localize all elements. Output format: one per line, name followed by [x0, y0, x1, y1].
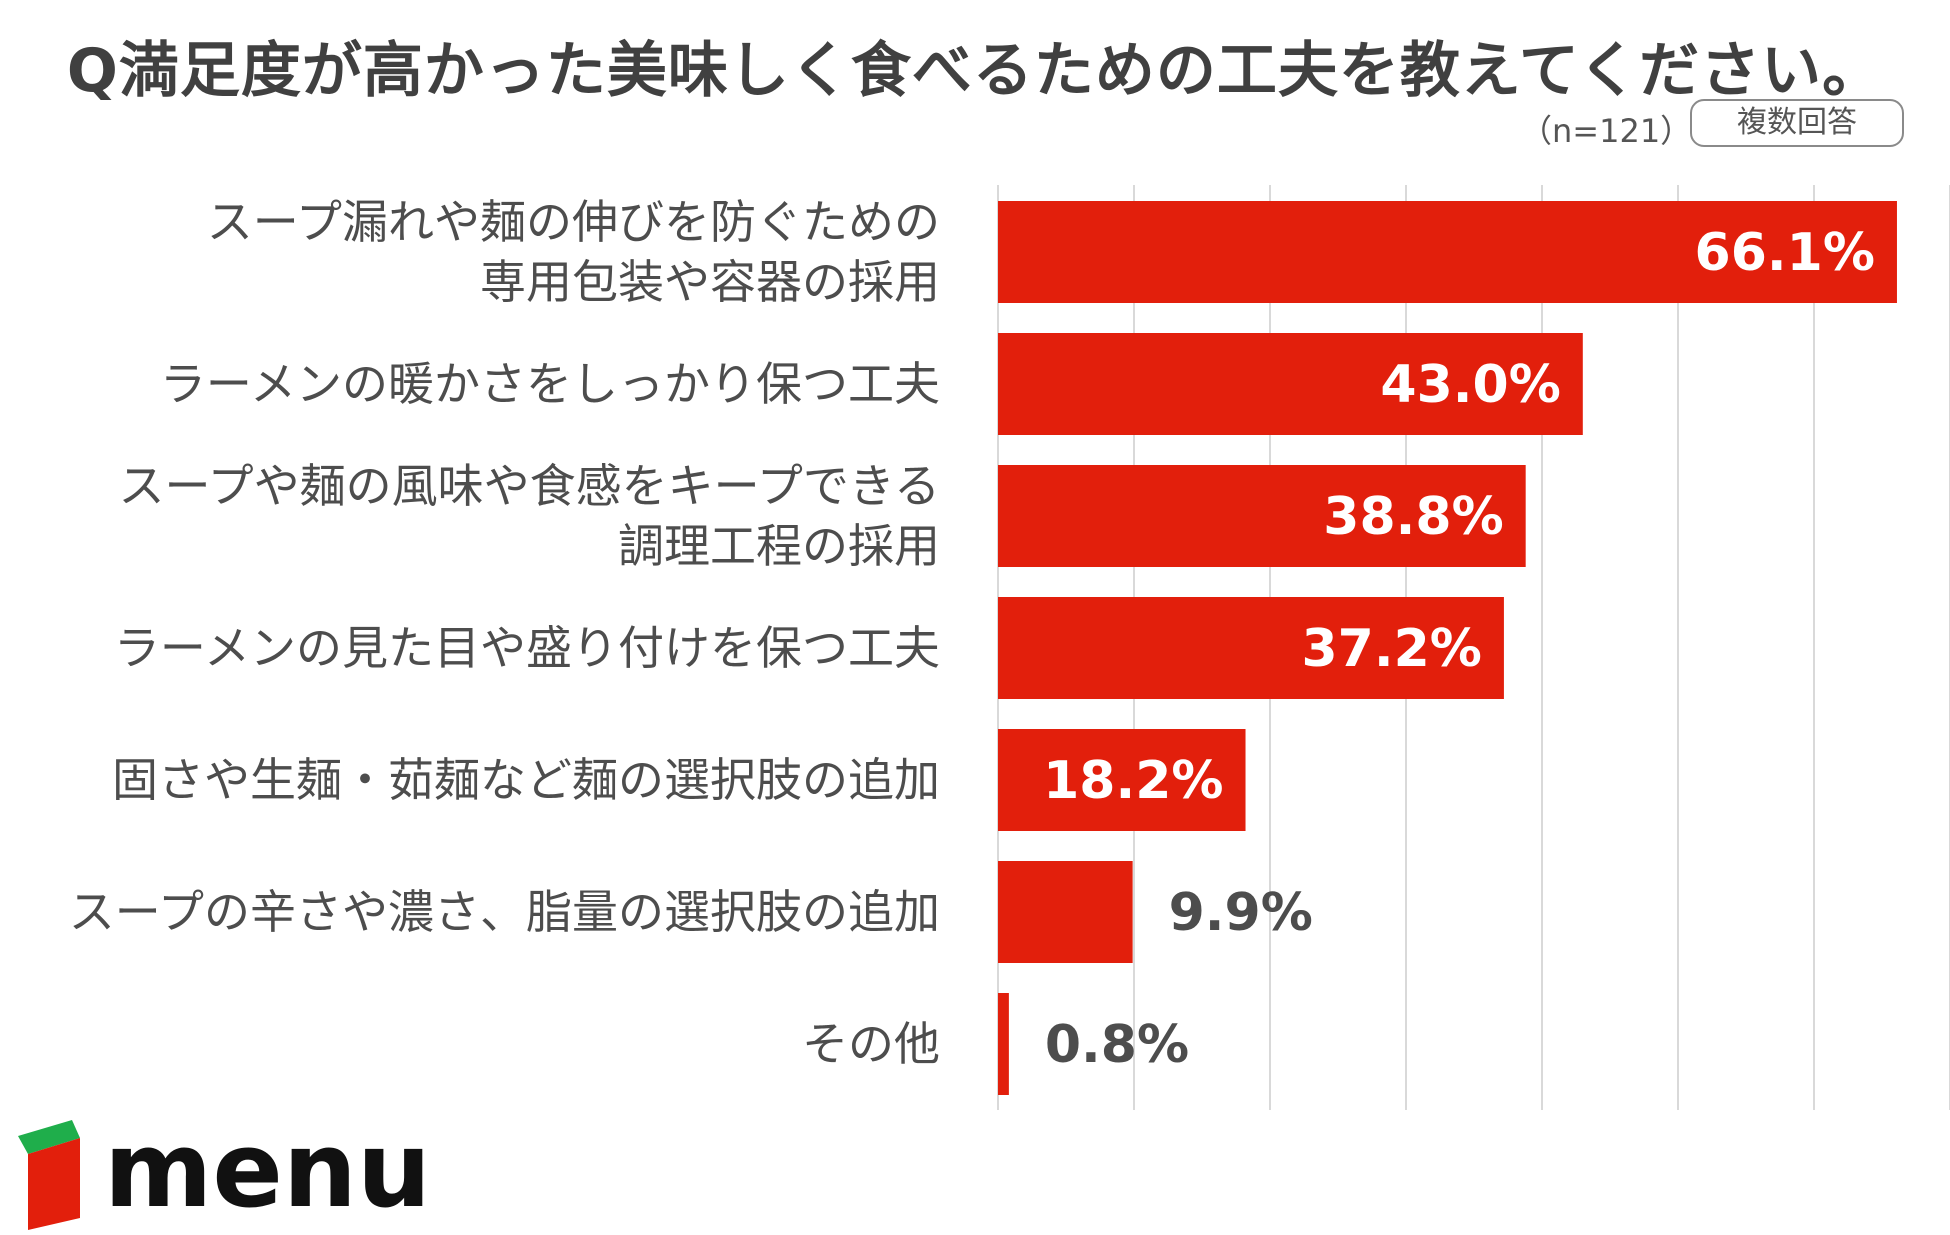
- bar: [998, 465, 1526, 567]
- category-label: ラーメンの暖かさをしっかり保つ工夫: [160, 357, 940, 411]
- bar: [998, 729, 1246, 831]
- bars: [998, 201, 1897, 1095]
- category-label: スープの辛さや濃さ、脂量の選択肢の追加: [69, 885, 940, 939]
- value-label: 43.0%: [1380, 355, 1560, 415]
- answer-type-badge: 複数回答: [1690, 99, 1904, 147]
- chart-title: Q満足度が高かった美味しく食べるための工夫を教えてください。: [66, 36, 1884, 106]
- bar: [998, 333, 1583, 435]
- value-label: 66.1%: [1695, 223, 1875, 283]
- value-label: 18.2%: [1043, 751, 1223, 811]
- category-label: スープ漏れや麺の伸びを防ぐための: [207, 195, 940, 249]
- category-label: その他: [802, 1017, 940, 1071]
- bar: [998, 597, 1504, 699]
- bar: [998, 861, 1133, 963]
- box-logo-icon: [18, 1120, 80, 1230]
- value-label: 0.8%: [1045, 1015, 1189, 1075]
- category-label: 調理工程の採用: [618, 519, 940, 573]
- category-labels: スープ漏れや麺の伸びを防ぐための専用包装や容器の採用ラーメンの暖かさをしっかり保…: [69, 195, 940, 1071]
- value-labels: 66.1% 43.0% 38.8% 37.2% 18.2% 9.9% 0.8%: [1043, 223, 1875, 1075]
- category-label: 専用包装や容器の採用: [480, 255, 940, 309]
- value-label: 38.8%: [1323, 487, 1503, 547]
- value-label: 37.2%: [1302, 619, 1482, 679]
- value-label: 9.9%: [1169, 883, 1313, 943]
- sample-size: （n=121）: [1520, 112, 1693, 150]
- logo-wordmark: menu: [104, 1120, 431, 1230]
- category-label: スープや麺の風味や食感をキープできる: [118, 459, 940, 513]
- category-label: 固さや生麺・茹麺など麺の選択肢の追加: [112, 753, 940, 807]
- category-label: ラーメンの見た目や盛り付けを保つ工夫: [114, 621, 940, 675]
- bar: [998, 201, 1897, 303]
- menu-logo: menu: [18, 1120, 431, 1230]
- bar: [998, 993, 1009, 1095]
